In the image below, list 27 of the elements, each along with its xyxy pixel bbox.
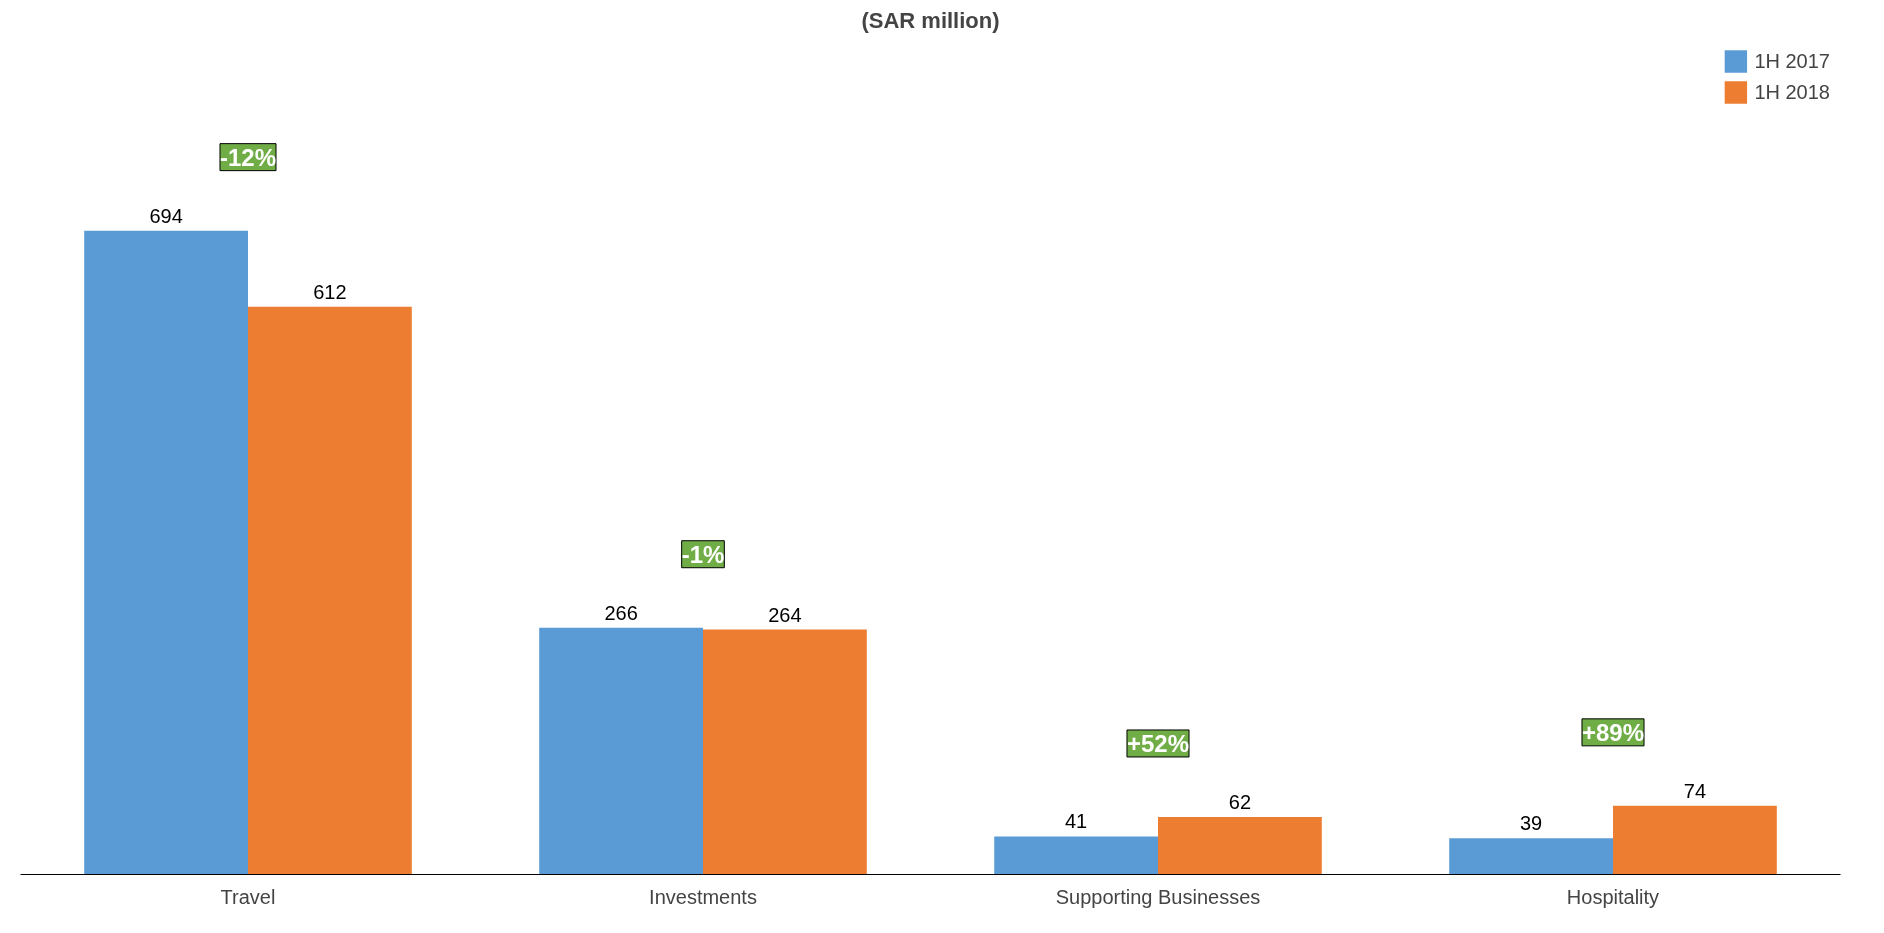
bar bbox=[994, 836, 1158, 875]
bar bbox=[539, 627, 703, 875]
text: -12% bbox=[219, 143, 277, 171]
x-tick-label: Travel bbox=[220, 885, 276, 908]
data-label: 39 bbox=[1519, 812, 1543, 835]
annotation: +89% bbox=[1581, 718, 1645, 746]
bar bbox=[248, 306, 412, 875]
chart-title: (SAR million) bbox=[861, 7, 1000, 33]
bar bbox=[703, 629, 867, 875]
x-tick-label: Investments bbox=[649, 885, 757, 908]
bar bbox=[1158, 816, 1322, 875]
bar bbox=[84, 230, 248, 875]
legend-label: 1H 2018 bbox=[1754, 80, 1830, 104]
x-tick-label: Hospitality bbox=[1566, 885, 1660, 908]
data-label: 74 bbox=[1683, 779, 1707, 802]
bar bbox=[1613, 805, 1777, 875]
annotation: +52% bbox=[1126, 729, 1190, 757]
data-label: 62 bbox=[1228, 790, 1252, 813]
data-label: 694 bbox=[149, 204, 183, 227]
data-label: 264 bbox=[768, 603, 802, 626]
x-tick-label: Supporting Businesses bbox=[1055, 885, 1261, 908]
bar bbox=[1449, 838, 1613, 875]
data-label: 41 bbox=[1064, 810, 1088, 833]
legend-label: 1H 2017 bbox=[1754, 49, 1830, 73]
data-label: 266 bbox=[604, 601, 638, 624]
data-label: 612 bbox=[313, 280, 347, 303]
annotation: -1% bbox=[681, 540, 725, 568]
